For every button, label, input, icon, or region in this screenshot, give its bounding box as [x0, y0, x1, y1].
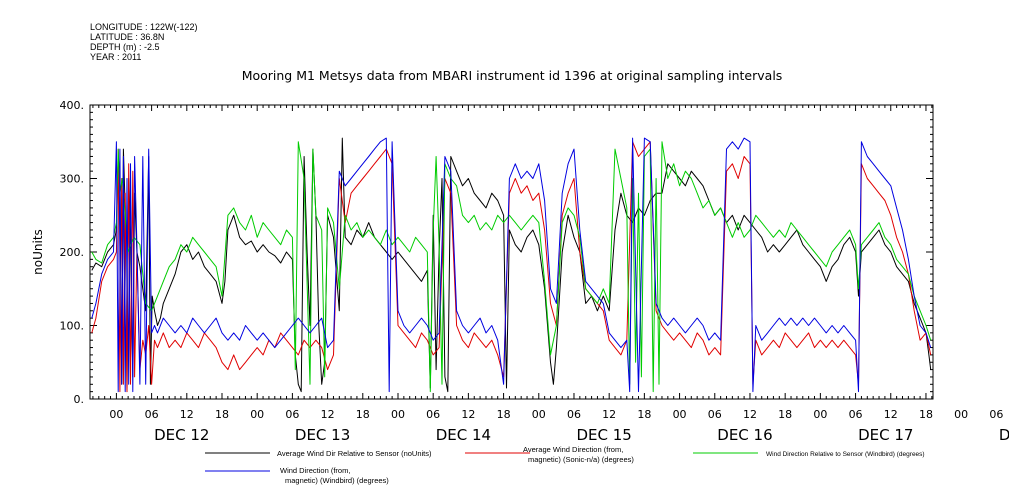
legend-label-4a: Wind Direction (from,: [280, 466, 350, 475]
series-line-2: [91, 141, 932, 393]
y-tick-labels: 0. 100. 200. 300. 400.: [60, 99, 85, 406]
legend-label-4b: magnetic) (Windbird) (degrees): [285, 476, 389, 485]
x-tick-label: 06: [567, 408, 581, 421]
x-tick-label: 00: [813, 408, 827, 421]
x-tick-label: 18: [497, 408, 511, 421]
day-label: DEC 18: [999, 426, 1009, 444]
day-label: DEC 12: [154, 426, 209, 444]
x-tick-label: 06: [989, 408, 1003, 421]
y-tick-label: 300.: [60, 173, 85, 186]
x-tick-label: 06: [145, 408, 159, 421]
x-tick-label: 18: [356, 408, 370, 421]
series-line-4: [91, 137, 932, 393]
x-tick-label: 00: [532, 408, 546, 421]
x-tick-label: 06: [426, 408, 440, 421]
x-tick-label: 18: [215, 408, 229, 421]
y-tick-label: 400.: [60, 99, 85, 112]
x-tick-label: 12: [321, 408, 335, 421]
depth-label: DEPTH (m) : -2.5: [90, 42, 160, 52]
x-tick-label: 12: [743, 408, 757, 421]
legend-label-1: Average Wind Dir Relative to Sensor (noU…: [277, 449, 432, 458]
x-tick-label: 06: [708, 408, 722, 421]
day-label: DEC 15: [576, 426, 631, 444]
x-tick-label: 18: [637, 408, 651, 421]
legend: Average Wind Dir Relative to Sensor (noU…: [205, 445, 925, 485]
chart-title: Mooring M1 Metsys data from MBARI instru…: [242, 68, 783, 83]
x-tick-label: 12: [602, 408, 616, 421]
legend-label-2b: magnetic) (Sonic-n/a) (degrees): [528, 455, 634, 464]
year-label: YEAR : 2011: [90, 52, 141, 62]
series-line-3: [91, 141, 932, 393]
x-tick-label: 12: [461, 408, 475, 421]
longitude-label: LONGITUDE : 122W(-122): [90, 22, 198, 32]
x-tick-label: 00: [954, 408, 968, 421]
x-tick-label: 06: [285, 408, 299, 421]
day-label: DEC 17: [858, 426, 913, 444]
x-tick-label: 12: [180, 408, 194, 421]
series-line-1: [91, 137, 932, 393]
day-label: DEC 14: [436, 426, 491, 444]
x-tick-label: 18: [919, 408, 933, 421]
axis-ticks: [90, 104, 933, 400]
x-tick-label: 00: [673, 408, 687, 421]
latitude-label: LATITUDE : 36.8N: [90, 32, 164, 42]
x-tick-label: 00: [250, 408, 264, 421]
plot-frame: [89, 104, 934, 400]
x-tick-labels: 00 06 12 18 00 06 12 18 00 06 12 18 00 06 12 18 00 06 12 18…: [109, 408, 1003, 421]
day-label: DEC 16: [717, 426, 772, 444]
y-axis-label: noUnits: [31, 229, 45, 275]
series-lines: [91, 137, 932, 393]
x-tick-label: 06: [849, 408, 863, 421]
x-tick-label: 00: [391, 408, 405, 421]
legend-label-2a: Average Wind Direction (from,: [523, 445, 623, 454]
y-tick-label: 0.: [74, 393, 85, 406]
x-tick-label: 12: [884, 408, 898, 421]
x-tick-label: 00: [109, 408, 123, 421]
y-tick-label: 200.: [60, 246, 85, 259]
x-tick-label: 18: [778, 408, 792, 421]
y-tick-label: 100.: [60, 320, 85, 333]
legend-label-3: Wind Direction Relative to Sensor (Windb…: [766, 451, 925, 458]
day-labels: DEC 12 DEC 13 DEC 14 DEC 15 DEC 16 DEC 17 DEC …: [154, 426, 1009, 444]
day-label: DEC 13: [295, 426, 350, 444]
